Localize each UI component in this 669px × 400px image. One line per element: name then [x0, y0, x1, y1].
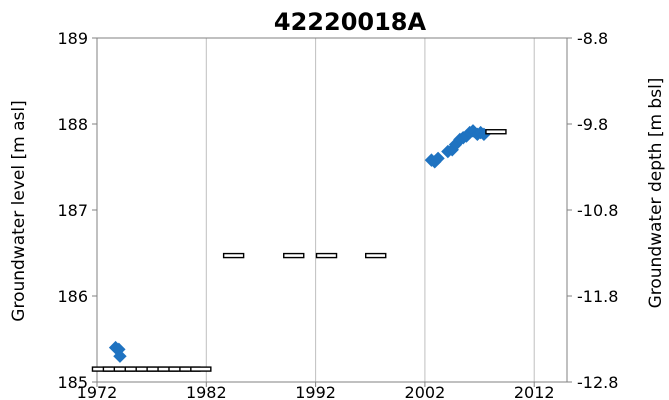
y-axis-left: 185 186 187 188 189 — [57, 29, 97, 392]
y-tick-label: 187 — [57, 201, 88, 220]
chart-title: 42220018A — [274, 8, 427, 36]
y2-axis-label: Groundwater depth [m bsl] — [646, 78, 666, 309]
data-point-bar — [283, 252, 305, 259]
y-tick-label: 186 — [57, 287, 88, 306]
y2-tick-label: -11.8 — [577, 287, 618, 306]
data-point-bar — [222, 252, 245, 259]
plot-frame — [96, 37, 568, 383]
data-point-bar — [190, 366, 212, 372]
y-axis-label: Groundwater level [m asl] — [9, 100, 29, 321]
plot-area — [91, 37, 568, 383]
y2-tick-label: -10.8 — [577, 201, 618, 220]
data-point-diamond — [113, 349, 127, 363]
x-tick-label: 1992 — [295, 383, 336, 400]
x-tick-label: 1972 — [77, 383, 118, 400]
y2-tick-label: -12.8 — [577, 373, 618, 392]
gridlines — [96, 38, 535, 382]
y-tick-label: 189 — [57, 29, 88, 48]
data-point-bar — [365, 252, 387, 259]
y-tick-label: 188 — [57, 115, 88, 134]
x-tick-label: 2012 — [514, 383, 555, 400]
x-tick-label: 2002 — [405, 383, 446, 400]
y-tick-label: 185 — [57, 373, 88, 392]
data-point-diamond — [431, 151, 445, 166]
data-marks — [91, 124, 507, 372]
data-point-bar — [315, 252, 338, 259]
y2-tick-label: -9.8 — [577, 115, 608, 134]
data-point-bar — [485, 129, 507, 135]
y2-tick-label: -8.8 — [577, 29, 608, 48]
y-axis-right: -12.8 -11.8 -10.8 -9.8 -8.8 — [567, 29, 618, 392]
x-tick-label: 1982 — [186, 383, 227, 400]
x-axis: 1972 1982 1992 2002 2012 — [77, 382, 555, 400]
